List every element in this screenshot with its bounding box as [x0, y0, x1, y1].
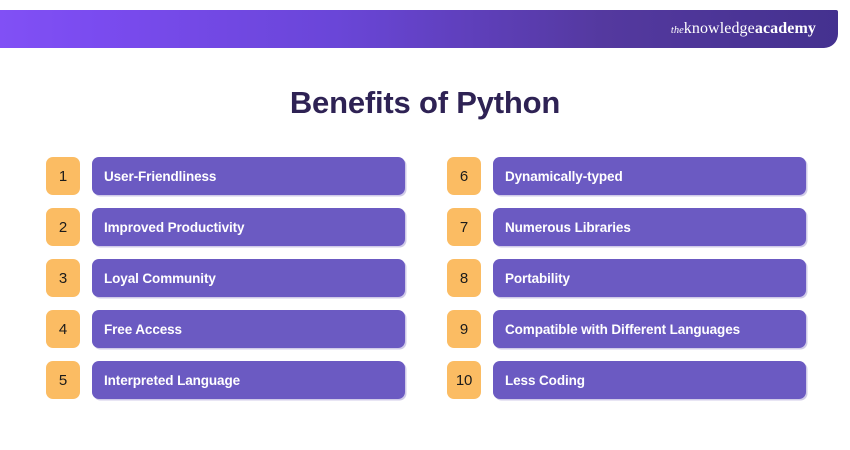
item-label: Portability [505, 270, 570, 286]
list-item[interactable]: 4 Free Access [46, 310, 405, 348]
benefits-list: 1 User-Friendliness 2 Improved Productiv… [46, 157, 806, 399]
list-item[interactable]: 6 Dynamically-typed [447, 157, 806, 195]
item-number-badge: 3 [46, 259, 80, 297]
item-label: Less Coding [505, 372, 585, 388]
item-label: Improved Productivity [104, 219, 245, 235]
list-item[interactable]: 10 Less Coding [447, 361, 806, 399]
left-column: 1 User-Friendliness 2 Improved Productiv… [46, 157, 405, 399]
item-number-badge: 9 [447, 310, 481, 348]
item-label-box[interactable]: Numerous Libraries [493, 208, 806, 246]
item-label-box[interactable]: Less Coding [493, 361, 806, 399]
brand-the-text: the [670, 25, 684, 36]
item-number-badge: 7 [447, 208, 481, 246]
item-label-box[interactable]: Interpreted Language [92, 361, 405, 399]
item-label: Interpreted Language [104, 372, 241, 388]
list-item[interactable]: 1 User-Friendliness [46, 157, 405, 195]
item-number-badge: 8 [447, 259, 481, 297]
item-label: Numerous Libraries [505, 219, 631, 235]
item-label-box[interactable]: Compatible with Different Languages [493, 310, 806, 348]
item-label-box[interactable]: Improved Productivity [92, 208, 405, 246]
item-number-badge: 10 [447, 361, 481, 399]
item-label-box[interactable]: Dynamically-typed [493, 157, 806, 195]
item-label-box[interactable]: Free Access [92, 310, 405, 348]
item-label: Free Access [104, 321, 182, 337]
brand-knowledge-text: knowledge [683, 20, 755, 37]
item-label-box[interactable]: User-Friendliness [92, 157, 405, 195]
item-number-badge: 1 [46, 157, 80, 195]
item-number-badge: 5 [46, 361, 80, 399]
list-item[interactable]: 9 Compatible with Different Languages [447, 310, 806, 348]
item-number-badge: 2 [46, 208, 80, 246]
brand-academy-text: academy [754, 20, 816, 37]
item-label-box[interactable]: Portability [493, 259, 806, 297]
item-label: Dynamically-typed [505, 168, 623, 184]
list-item[interactable]: 2 Improved Productivity [46, 208, 405, 246]
header-bar: the knowledge academy [0, 10, 838, 48]
item-label-box[interactable]: Loyal Community [92, 259, 405, 297]
item-label: User-Friendliness [104, 168, 217, 184]
item-number-badge: 4 [46, 310, 80, 348]
page-title: Benefits of Python [289, 85, 561, 120]
item-label: Compatible with Different Languages [505, 321, 741, 337]
list-item[interactable]: 3 Loyal Community [46, 259, 405, 297]
list-item[interactable]: 5 Interpreted Language [46, 361, 405, 399]
item-number-badge: 6 [447, 157, 481, 195]
right-column: 6 Dynamically-typed 7 Numerous Libraries… [447, 157, 806, 399]
brand-logo[interactable]: the knowledge academy [671, 20, 816, 38]
list-item[interactable]: 8 Portability [447, 259, 806, 297]
list-item[interactable]: 7 Numerous Libraries [447, 208, 806, 246]
item-label: Loyal Community [104, 270, 216, 286]
